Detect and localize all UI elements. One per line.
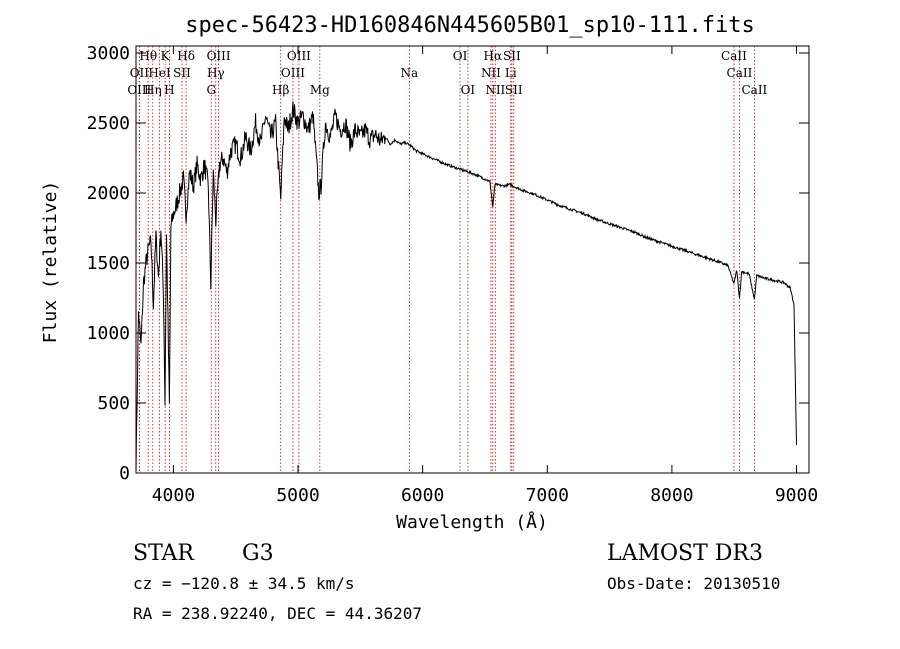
- x-axis-ticks: 4000 5000 6000 7000 8000 9000: [152, 46, 818, 506]
- spectral-line-label: OIII: [287, 49, 311, 63]
- spectral-line-label: Hδ: [177, 49, 195, 63]
- spectral-line-label: Hα: [484, 49, 503, 63]
- x-tick-label: 6000: [401, 485, 444, 506]
- spectral-line-label: Mg: [310, 83, 330, 97]
- coordinates-readout: RA = 238.92240, DEC = 44.36207: [133, 604, 422, 623]
- object-class: STAR: [133, 541, 195, 566]
- survey-name: LAMOST DR3: [607, 541, 763, 566]
- y-tick-label: 2000: [87, 183, 130, 204]
- flux-series-line: [135, 101, 797, 474]
- y-tick-label: 1000: [87, 323, 130, 344]
- x-tick-label: 7000: [526, 485, 569, 506]
- spectral-line-label: SII: [505, 83, 523, 97]
- y-tick-label: 2500: [87, 113, 130, 134]
- spectral-line-label: Hβ: [272, 83, 289, 97]
- spectral-line-label: CaII: [727, 66, 753, 80]
- spectral-line-label: HeI: [148, 66, 171, 80]
- spectral-line-label: NII: [481, 66, 501, 80]
- redshift-readout: cz = −120.8 ± 34.5 km/s: [133, 574, 355, 593]
- x-tick-label: 8000: [650, 485, 693, 506]
- x-axis-label: Wavelength (Å): [396, 511, 548, 533]
- x-tick-label: 4000: [152, 485, 195, 506]
- spectral-line-label: OI: [453, 49, 468, 63]
- spectral-line-label: NII: [485, 83, 505, 97]
- spectral-line-label: OI: [461, 83, 476, 97]
- y-axis-label: Flux (relative): [40, 181, 61, 344]
- spectral-line-label: H: [164, 83, 174, 97]
- spectral-line-label: Hγ: [207, 66, 225, 80]
- spectral-line-label: Hη: [144, 83, 162, 97]
- x-tick-label: 9000: [775, 485, 818, 506]
- spectral-line-label: G: [206, 83, 216, 97]
- spectral-line-label: SII: [503, 49, 521, 63]
- observation-date: Obs-Date: 20130510: [607, 574, 780, 593]
- spectral-line-label: Na: [400, 66, 418, 80]
- spectral-line-label: CaII: [741, 83, 767, 97]
- plot-frame: [135, 45, 810, 474]
- spectral-line-label: OII: [130, 66, 150, 80]
- spectral-line-label: K: [161, 49, 171, 63]
- spectral-line-label: Li: [505, 66, 517, 80]
- y-tick-label: 0: [119, 463, 130, 484]
- spectral-line-label: Hθ: [139, 49, 157, 63]
- x-tick-label: 5000: [276, 485, 319, 506]
- spectral-line-label: OIII: [127, 83, 151, 97]
- chart-title: spec-56423-HD160846N445605B01_sp10-111.f…: [185, 13, 755, 38]
- y-tick-label: 3000: [87, 43, 130, 64]
- spectral-line-label: SII: [173, 66, 191, 80]
- spectral-subclass: G3: [242, 541, 274, 566]
- y-tick-label: 1500: [87, 253, 130, 274]
- y-tick-label: 500: [97, 393, 130, 414]
- spectral-line-markers: [138, 46, 755, 473]
- spectral-line-label: CaII: [721, 49, 747, 63]
- spectral-line-label: OIII: [207, 49, 231, 63]
- spectral-line-label: OIII: [281, 66, 305, 80]
- y-axis-ticks: 0 500 1000 1500 2000 2500 3000: [87, 43, 809, 484]
